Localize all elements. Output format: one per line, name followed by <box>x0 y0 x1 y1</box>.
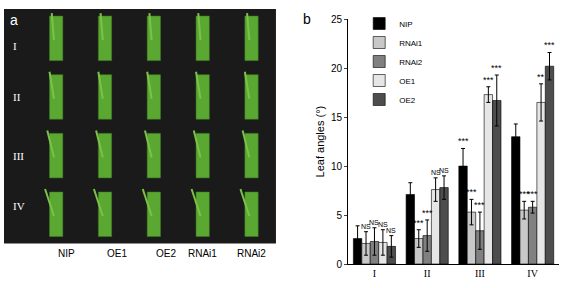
svg-text:20: 20 <box>331 63 343 74</box>
svg-text:25: 25 <box>331 14 343 25</box>
svg-text:NIP: NIP <box>58 248 75 259</box>
svg-text:IV: IV <box>527 268 538 279</box>
svg-text:15: 15 <box>331 112 343 123</box>
svg-text:OE2: OE2 <box>156 248 176 259</box>
svg-text:RNAi1: RNAi1 <box>188 248 217 259</box>
svg-text:RNAi2: RNAi2 <box>237 248 266 259</box>
svg-text:***: *** <box>491 63 502 73</box>
svg-text:***: *** <box>544 40 555 50</box>
svg-text:0: 0 <box>337 259 343 270</box>
svg-text:***: *** <box>474 200 485 210</box>
svg-text:NS: NS <box>361 223 371 230</box>
svg-text:***: *** <box>527 189 538 199</box>
svg-text:OE2: OE2 <box>399 96 416 105</box>
svg-text:II: II <box>424 268 431 279</box>
svg-text:***: *** <box>466 187 477 197</box>
svg-text:RNAi1: RNAi1 <box>399 39 423 48</box>
svg-text:OE1: OE1 <box>107 248 127 259</box>
svg-text:III: III <box>475 268 485 279</box>
svg-text:b: b <box>303 11 311 27</box>
svg-text:II: II <box>13 91 21 103</box>
svg-text:NIP: NIP <box>399 20 412 29</box>
svg-text:Leaf angles (°): Leaf angles (°) <box>314 106 326 178</box>
svg-text:NS: NS <box>378 221 388 228</box>
svg-text:NS: NS <box>439 167 449 174</box>
svg-text:**: ** <box>537 72 545 82</box>
svg-text:I: I <box>373 268 376 279</box>
svg-text:***: *** <box>422 208 433 218</box>
svg-text:IV: IV <box>13 200 25 212</box>
svg-text:NS: NS <box>386 227 396 234</box>
svg-text:***: *** <box>483 75 494 85</box>
svg-text:10: 10 <box>331 161 343 172</box>
svg-text:***: *** <box>458 136 469 146</box>
svg-text:a: a <box>10 12 18 28</box>
svg-text:NS: NS <box>369 219 379 226</box>
svg-text:***: *** <box>519 189 530 199</box>
svg-text:I: I <box>13 40 17 52</box>
svg-text:5: 5 <box>337 210 343 221</box>
svg-text:RNAi2: RNAi2 <box>399 58 423 67</box>
svg-text:III: III <box>13 150 24 162</box>
svg-text:NS: NS <box>431 169 441 176</box>
svg-text:***: *** <box>413 218 424 228</box>
svg-text:OE1: OE1 <box>399 77 416 86</box>
